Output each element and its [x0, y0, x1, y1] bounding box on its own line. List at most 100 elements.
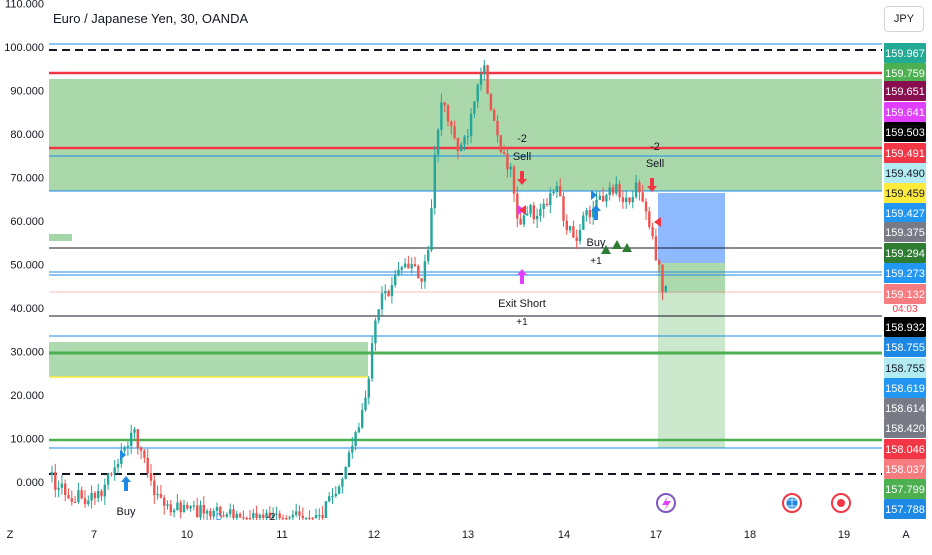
stop-loss-zone — [658, 193, 725, 263]
candle-body — [225, 514, 229, 517]
candle-body — [361, 410, 364, 428]
price-label: 158.037 — [885, 464, 925, 476]
buy-triangle-2 — [612, 240, 622, 249]
candle-body — [661, 264, 664, 292]
price-label: 159.294 — [885, 248, 925, 260]
candle-body — [321, 515, 324, 518]
record-event-icon[interactable] — [831, 493, 851, 513]
candle-body — [403, 263, 407, 268]
candle-body — [565, 220, 568, 231]
marker-blue-1 — [120, 450, 126, 460]
signal-buy-1-qty: +1 — [590, 256, 602, 267]
left-axis-tick: 60.000 — [10, 216, 44, 228]
candle-body — [634, 182, 638, 197]
candle-body — [285, 518, 288, 520]
left-axis-tick: 90.000 — [10, 86, 44, 98]
candle-body — [559, 186, 562, 197]
record-dot — [837, 499, 845, 507]
x-axis-tick: 10 — [181, 529, 193, 541]
candle-body — [394, 275, 397, 286]
candle-body — [238, 513, 242, 518]
candle-body — [519, 218, 522, 225]
candle-body — [364, 397, 367, 411]
candle-body — [103, 484, 106, 497]
candle-body — [106, 473, 110, 485]
signal-buy-2-label: Buy — [117, 506, 136, 518]
candle-body — [651, 227, 654, 237]
candle-body — [440, 102, 443, 130]
left-axis-tick: 80.000 — [10, 129, 44, 141]
candle-body — [460, 144, 463, 152]
left-axis-tick: 110.000 — [5, 0, 44, 11]
candle-body — [542, 203, 545, 209]
candle-body — [334, 493, 337, 497]
earth-event-icon[interactable] — [782, 493, 802, 513]
candle-body — [143, 450, 146, 458]
candle-body — [479, 73, 483, 85]
candle-body — [555, 186, 559, 192]
candle-body — [446, 105, 450, 122]
candle-body — [153, 480, 156, 496]
x-axis-tick: 17 — [650, 529, 662, 541]
candle-body — [146, 457, 149, 474]
left-axis-tick: 70.000 — [10, 173, 44, 185]
x-axis-tick: 14 — [558, 529, 570, 541]
candle-body — [400, 267, 403, 270]
candle-body — [77, 490, 80, 503]
candle-body — [407, 263, 410, 269]
signal-sell-2-label: Sell — [646, 158, 664, 170]
currency-button[interactable]: JPY — [884, 6, 924, 32]
candle-body — [648, 211, 651, 228]
candle-body — [288, 517, 291, 519]
candle-body — [526, 213, 529, 216]
left-axis-tick: 20.000 — [10, 390, 44, 402]
candle-body — [331, 496, 334, 498]
candle-body — [370, 343, 374, 379]
candle-body — [608, 187, 611, 195]
price-label: 159.491 — [885, 148, 925, 160]
price-label-bg — [884, 337, 926, 357]
candle-body — [572, 226, 575, 238]
signal-exit-qty: +1 — [516, 317, 528, 328]
x-axis-tick: 13 — [462, 529, 474, 541]
candle-body — [222, 515, 225, 517]
candle-body — [631, 196, 634, 203]
x-axis-tick: 12 — [368, 529, 380, 541]
candle-body — [242, 517, 245, 519]
candle-body — [595, 199, 598, 209]
candle-body — [539, 208, 542, 216]
x-axis-marker: D — [216, 512, 223, 522]
chart-title: Euro / Japanese Yen, 30, OANDA — [53, 11, 249, 26]
marker-red-1 — [519, 205, 526, 215]
candle-body — [100, 490, 103, 497]
price-label-bg — [884, 163, 926, 183]
candle-body — [354, 432, 357, 446]
price-label: 159.132 — [885, 289, 925, 301]
price-label: 159.459 — [885, 188, 925, 200]
price-label-bg — [884, 284, 926, 304]
support-zone — [49, 342, 368, 377]
price-label-bg — [884, 43, 926, 63]
candle-body — [189, 506, 192, 509]
signal-exit-label: Exit Short — [498, 298, 546, 310]
candle-body — [73, 501, 77, 504]
x-axis-tick: 11 — [276, 529, 287, 541]
candle-body — [423, 261, 427, 282]
candle-body — [159, 493, 163, 498]
lightning-event-icon[interactable] — [656, 493, 676, 513]
candle-body — [463, 136, 466, 145]
candle-body — [163, 497, 166, 506]
candle-body — [136, 429, 139, 448]
candle-body — [70, 498, 73, 502]
candle-body — [436, 129, 440, 155]
candle-body — [298, 511, 301, 516]
candle-body — [324, 501, 328, 518]
earth-grid — [788, 498, 796, 508]
candle-body — [90, 492, 93, 501]
x-axis-tick: A — [902, 529, 910, 541]
candle-body — [54, 472, 57, 490]
signal-sell-1-qty: -2 — [517, 133, 527, 145]
price-label: 158.614 — [885, 403, 925, 415]
